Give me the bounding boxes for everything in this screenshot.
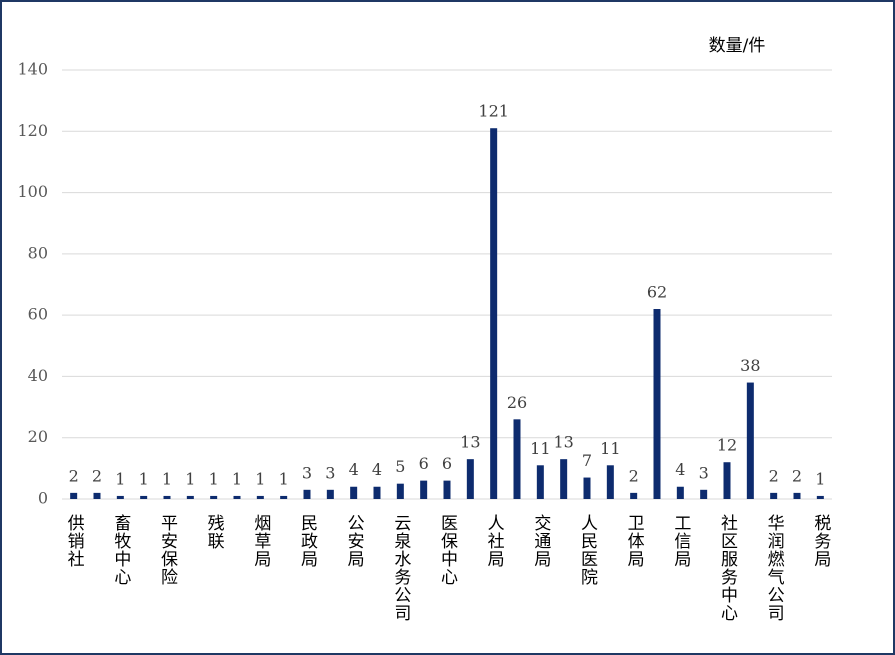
data-label: 1 bbox=[815, 469, 825, 488]
bar bbox=[373, 486, 381, 499]
data-label: 4 bbox=[675, 460, 685, 479]
data-label: 1 bbox=[255, 469, 265, 488]
x-tick-label: 华润燃气公司 bbox=[764, 514, 785, 622]
bar bbox=[420, 480, 428, 499]
x-tick-label: 医保中心 bbox=[437, 514, 458, 586]
data-label: 38 bbox=[740, 356, 760, 375]
data-label: 1 bbox=[209, 469, 219, 488]
x-tick-label: 交通局 bbox=[530, 514, 551, 568]
bar bbox=[513, 419, 521, 499]
data-label: 62 bbox=[647, 283, 667, 302]
y-tick-label: 120 bbox=[17, 121, 48, 140]
bar bbox=[536, 465, 544, 499]
bar bbox=[210, 495, 218, 499]
x-tick-label: 公安局 bbox=[344, 514, 365, 568]
bar bbox=[770, 492, 778, 499]
x-tick-label: 云泉水务公司 bbox=[390, 514, 411, 622]
x-tick-label: 残联 bbox=[204, 514, 225, 550]
y-tick-label: 60 bbox=[28, 305, 48, 324]
x-tick-label: 社区服务中心 bbox=[717, 514, 738, 622]
bar bbox=[70, 492, 78, 499]
data-label: 1 bbox=[185, 469, 195, 488]
data-label: 2 bbox=[92, 466, 102, 485]
data-label: 5 bbox=[395, 457, 405, 476]
bar bbox=[326, 489, 334, 499]
data-label: 6 bbox=[442, 454, 452, 473]
bar bbox=[116, 495, 124, 499]
data-label: 3 bbox=[699, 463, 709, 482]
data-label: 121 bbox=[478, 102, 509, 121]
y-tick-label: 0 bbox=[38, 489, 48, 508]
x-tick-label: 烟草局 bbox=[250, 514, 271, 568]
data-label: 1 bbox=[232, 469, 242, 488]
x-tick-label: 民政局 bbox=[297, 514, 318, 568]
bar bbox=[746, 382, 754, 499]
x-tick-label: 平安保险 bbox=[157, 514, 178, 586]
bar bbox=[163, 495, 171, 499]
data-label: 4 bbox=[349, 460, 359, 479]
y-tick-label: 40 bbox=[28, 366, 48, 385]
data-label: 1 bbox=[139, 469, 149, 488]
data-label: 2 bbox=[69, 466, 79, 485]
bar bbox=[560, 459, 568, 499]
x-tick-label: 税务局 bbox=[810, 514, 831, 568]
x-tick-label: 人社局 bbox=[484, 514, 505, 568]
data-label: 13 bbox=[460, 433, 480, 452]
x-tick-label: 供销社 bbox=[64, 514, 85, 568]
bar bbox=[723, 462, 731, 499]
data-label: 7 bbox=[582, 451, 592, 470]
data-label: 4 bbox=[372, 460, 382, 479]
x-tick-label: 畜牧中心 bbox=[110, 514, 131, 586]
data-label: 2 bbox=[769, 466, 779, 485]
y-axis-label: 数量/件 bbox=[709, 36, 766, 56]
x-tick-label: 工信局 bbox=[670, 514, 691, 568]
x-tick-label: 人民医院 bbox=[577, 514, 598, 586]
y-tick-label: 100 bbox=[17, 182, 48, 201]
data-label: 2 bbox=[629, 466, 639, 485]
bar bbox=[443, 480, 451, 499]
bar bbox=[350, 486, 358, 499]
bar bbox=[490, 128, 498, 499]
x-tick-label: 卫体局 bbox=[624, 514, 645, 568]
bar bbox=[280, 495, 288, 499]
y-tick-label: 80 bbox=[28, 243, 48, 262]
data-label: 3 bbox=[302, 463, 312, 482]
data-label: 1 bbox=[279, 469, 289, 488]
bar bbox=[93, 492, 101, 499]
y-tick-label: 20 bbox=[28, 427, 48, 446]
bar bbox=[583, 477, 591, 499]
bar bbox=[700, 489, 708, 499]
data-label: 13 bbox=[553, 433, 573, 452]
bar bbox=[816, 495, 824, 499]
data-label: 11 bbox=[530, 439, 550, 458]
data-label: 2 bbox=[792, 466, 802, 485]
bar bbox=[793, 492, 801, 499]
bar bbox=[653, 309, 661, 499]
bar bbox=[676, 486, 684, 499]
bar bbox=[396, 483, 404, 499]
bar bbox=[233, 495, 241, 499]
bar bbox=[630, 492, 638, 499]
data-label: 26 bbox=[507, 393, 527, 412]
data-label: 1 bbox=[115, 469, 125, 488]
data-label: 11 bbox=[600, 439, 620, 458]
bar bbox=[256, 495, 264, 499]
bar bbox=[303, 489, 311, 499]
y-tick-label: 140 bbox=[17, 60, 48, 79]
data-label: 6 bbox=[419, 454, 429, 473]
data-label: 1 bbox=[162, 469, 172, 488]
bar bbox=[466, 459, 474, 499]
bar bbox=[186, 495, 194, 499]
data-label: 3 bbox=[325, 463, 335, 482]
data-label: 12 bbox=[717, 436, 737, 455]
bar bbox=[606, 465, 614, 499]
bar bbox=[140, 495, 148, 499]
